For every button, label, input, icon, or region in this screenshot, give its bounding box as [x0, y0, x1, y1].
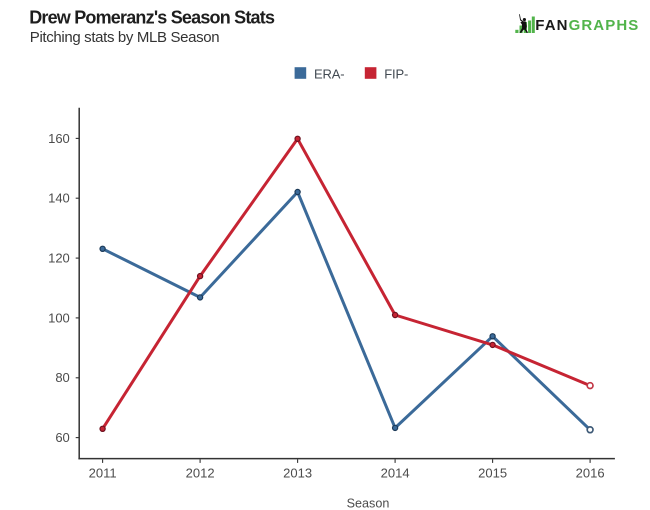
svg-text:ERA-: ERA- — [314, 66, 344, 81]
svg-text:160: 160 — [48, 131, 70, 146]
svg-text:FANGRAPHS: FANGRAPHS — [535, 17, 639, 34]
svg-text:100: 100 — [48, 310, 70, 325]
svg-text:60: 60 — [55, 430, 69, 445]
svg-text:Pitching stats by MLB Season: Pitching stats by MLB Season — [30, 29, 219, 46]
svg-text:2013: 2013 — [283, 466, 312, 481]
svg-text:2011: 2011 — [89, 466, 117, 481]
svg-text:2016: 2016 — [576, 466, 605, 481]
svg-text:2015: 2015 — [478, 466, 507, 481]
svg-text:140: 140 — [48, 191, 70, 206]
svg-text:Season: Season — [347, 496, 390, 510]
svg-text:2012: 2012 — [186, 466, 215, 481]
svg-text:80: 80 — [55, 370, 69, 385]
svg-text:120: 120 — [48, 251, 70, 266]
svg-text:Drew Pomeranz's Season Stats: Drew Pomeranz's Season Stats — [29, 8, 275, 28]
svg-text:2014: 2014 — [381, 466, 410, 481]
svg-text:FIP-: FIP- — [384, 66, 408, 81]
